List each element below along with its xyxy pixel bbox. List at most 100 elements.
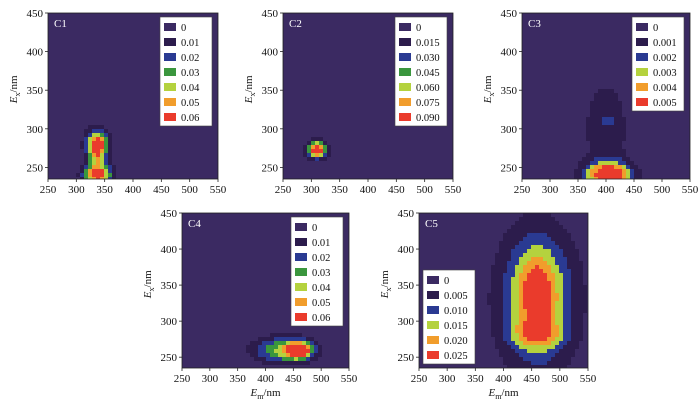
heatmap-cell [266, 349, 270, 353]
heatmap-cell [551, 229, 555, 233]
heatmap-cell [495, 253, 499, 257]
legend-swatch [636, 53, 648, 61]
heatmap-cell [539, 361, 543, 365]
heatmap-cell [511, 349, 515, 353]
heatmap-cell [571, 353, 575, 357]
heatmap-cell [503, 297, 507, 301]
heatmap-cell [575, 269, 579, 273]
heatmap-cell [286, 357, 290, 361]
heatmap-cell [503, 273, 507, 277]
heatmap-cell [563, 317, 567, 321]
x-axis-symbol: E [249, 387, 257, 399]
heatmap-cell [92, 165, 96, 169]
heatmap-cell [503, 249, 507, 253]
heatmap-cell [594, 101, 598, 105]
heatmap-cell [579, 305, 583, 309]
heatmap-cell [543, 337, 547, 341]
heatmap-cell [555, 265, 559, 269]
heatmap-cell [511, 265, 515, 269]
heatmap-cell [278, 353, 282, 357]
heatmap-cell [543, 293, 547, 297]
heatmap-cell [551, 333, 555, 337]
heatmap-cell [535, 237, 539, 241]
heatmap-cell [543, 213, 547, 217]
heatmap-cell [598, 101, 602, 105]
heatmap-cell [586, 165, 590, 169]
heatmap-cell [618, 153, 622, 157]
heatmap-cell [499, 337, 503, 341]
heatmap-cell [495, 277, 499, 281]
heatmap-cell [563, 297, 567, 301]
heatmap-cell [96, 157, 100, 161]
heatmap-cell [511, 237, 515, 241]
heatmap-cell [495, 261, 499, 265]
heatmap-cell [547, 297, 551, 301]
heatmap-cell [499, 341, 503, 345]
heatmap-cell [302, 361, 306, 365]
heatmap-cell [100, 173, 104, 177]
y-tick-label: 350 [27, 85, 44, 97]
heatmap-cell [602, 177, 606, 179]
heatmap-cell [610, 157, 614, 161]
heatmap-cell [602, 169, 606, 173]
heatmap-cell [555, 281, 559, 285]
heatmap-cell [575, 309, 579, 313]
heatmap-cell [551, 353, 555, 357]
heatmap-cell [511, 277, 515, 281]
heatmap-cell [586, 121, 590, 125]
heatmap-cell [88, 161, 92, 165]
heatmap-cell [100, 145, 104, 149]
heatmap-cell [88, 133, 92, 137]
heatmap-cell [563, 309, 567, 313]
heatmap-cell [539, 241, 543, 245]
heatmap-cell [575, 285, 579, 289]
heatmap-cell [527, 305, 531, 309]
heatmap-cell [586, 153, 590, 157]
heatmap-cell [539, 249, 543, 253]
heatmap-cell [527, 273, 531, 277]
heatmap-cell [278, 337, 282, 341]
heatmap-cell [531, 253, 535, 257]
heatmap-cell [511, 329, 515, 333]
heatmap-cell [250, 345, 254, 349]
heatmap-cell [598, 169, 602, 173]
heatmap-cell [112, 173, 116, 177]
heatmap-cell [606, 89, 610, 93]
heatmap-cell [527, 281, 531, 285]
heatmap-cell [567, 289, 571, 293]
heatmap-cell [515, 365, 519, 368]
heatmap-cell [567, 249, 571, 253]
heatmap-cell [618, 149, 622, 153]
heatmap-cell [543, 361, 547, 365]
heatmap-cell [622, 161, 626, 165]
heatmap-cell [491, 305, 495, 309]
legend-swatch [427, 351, 439, 359]
heatmap-cell [84, 133, 88, 137]
heatmap-cell [84, 165, 88, 169]
heatmap-cell [626, 173, 630, 177]
heatmap-cell [567, 265, 571, 269]
heatmap-cell [250, 341, 254, 345]
heatmap-cell [559, 365, 563, 368]
heatmap-cell [559, 313, 563, 317]
heatmap-cell [515, 285, 519, 289]
heatmap-cell [511, 309, 515, 313]
heatmap-cell [547, 293, 551, 297]
heatmap-cell [539, 277, 543, 281]
heatmap-cell [515, 241, 519, 245]
heatmap-cell [551, 277, 555, 281]
heatmap-cell [559, 277, 563, 281]
heatmap-cell [314, 357, 318, 361]
heatmap-cell [606, 121, 610, 125]
heatmap-cell [511, 253, 515, 257]
heatmap-cell [319, 141, 323, 145]
heatmap-cell [567, 293, 571, 297]
heatmap-cell [303, 149, 307, 153]
heatmap-cell [499, 325, 503, 329]
heatmap-cell [535, 289, 539, 293]
heatmap-cell [323, 153, 327, 157]
heatmap-cell [567, 357, 571, 361]
heatmap-cell [563, 289, 567, 293]
heatmap-cell [88, 145, 92, 149]
heatmap-cell [290, 349, 294, 353]
